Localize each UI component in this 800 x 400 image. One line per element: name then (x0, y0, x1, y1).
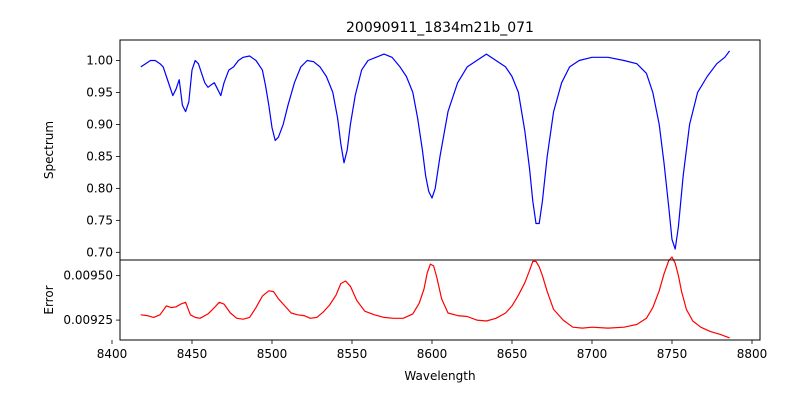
x-tick-label: 8600 (417, 347, 448, 361)
spectrum-y-tick-label: 1.00 (86, 53, 113, 67)
x-axis-label: Wavelength (404, 369, 475, 383)
error-y-tick-label: 0.00925 (63, 313, 113, 327)
spectrum-axes-frame (119, 39, 761, 261)
error-axes-frame (119, 259, 761, 341)
x-tick-label: 8750 (657, 347, 688, 361)
error-series-line (140, 256, 730, 339)
x-tick-label: 8800 (737, 347, 768, 361)
spectrum-y-tick-label: 0.95 (86, 85, 113, 99)
x-tick-label: 8700 (577, 347, 608, 361)
spectrum-y-tick-label: 0.70 (86, 245, 113, 259)
plot-area: 0.70 0.75 0.80 0.85 0.90 0.95 1.00 0.00925 0.009… (63, 39, 768, 361)
x-tick-label: 8550 (337, 347, 368, 361)
x-tick-label: 8650 (497, 347, 528, 361)
spectrum-y-tick-label: 0.80 (86, 181, 113, 195)
spectrum-y-tick-label: 0.75 (86, 213, 113, 227)
error-y-axis-label: Error (42, 285, 56, 314)
x-tick-label: 8450 (177, 347, 208, 361)
chart-title: 20090911_1834m21b_071 (346, 20, 534, 36)
spectrum-y-tick-label: 0.85 (86, 149, 113, 163)
error-y-tick-label: 0.00950 (63, 269, 113, 283)
x-tick-label: 8500 (257, 347, 288, 361)
x-tick-label: 8400 (97, 347, 128, 361)
spectrum-y-axis-label: Spectrum (42, 121, 56, 179)
spectrum-series-line (140, 50, 731, 250)
spectrum-y-tick-label: 0.90 (86, 117, 113, 131)
